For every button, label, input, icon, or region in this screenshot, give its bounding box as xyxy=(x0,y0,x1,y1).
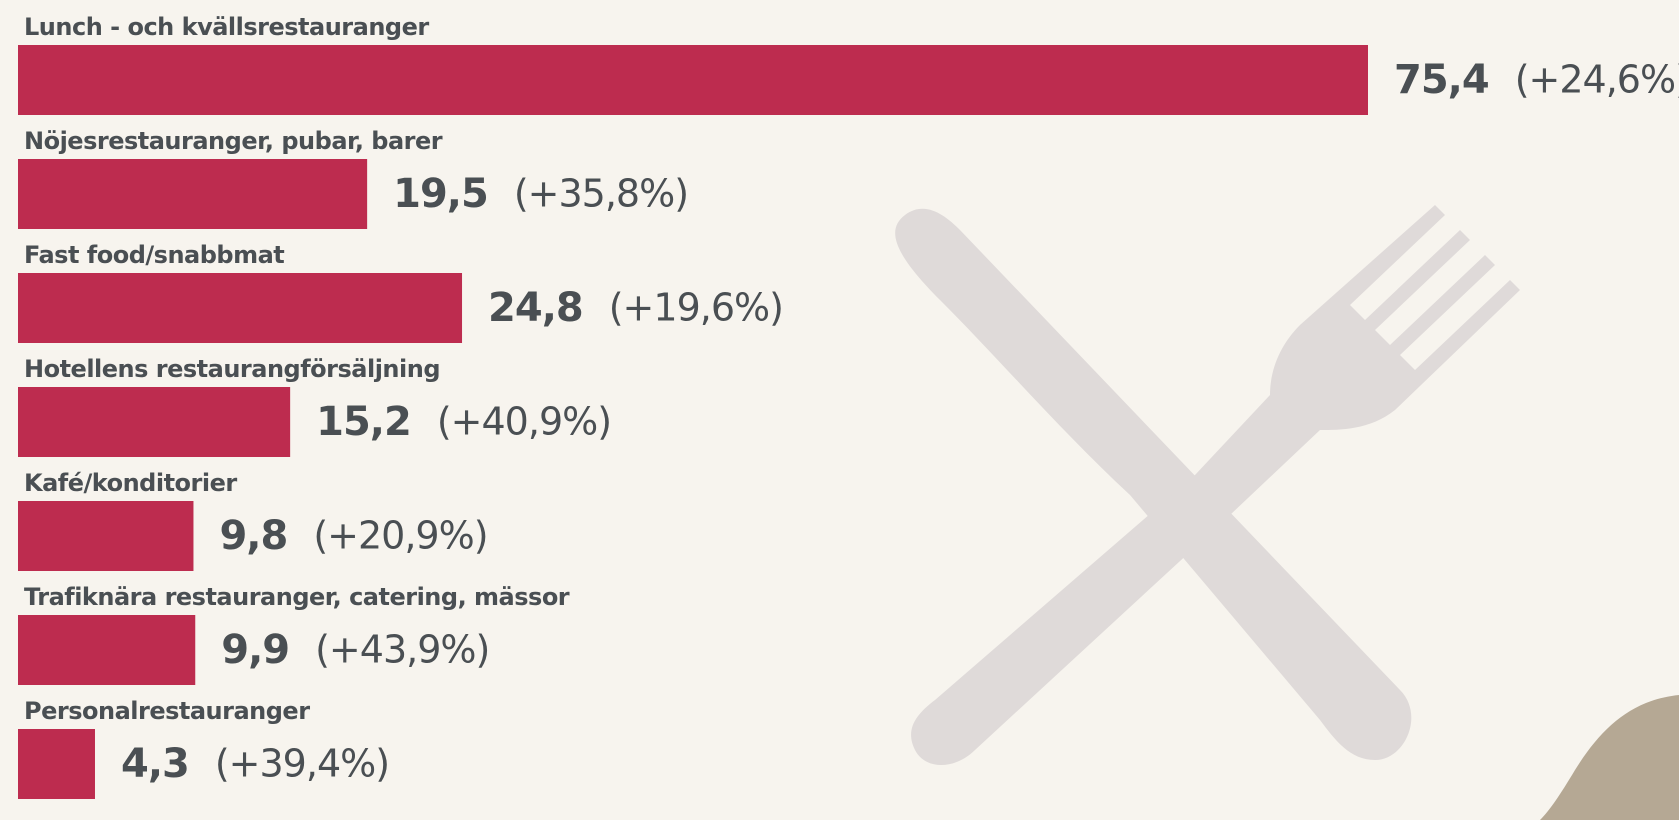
value-label: 9,8 xyxy=(219,513,287,559)
change-label: (+40,9%) xyxy=(437,400,611,444)
category-label: Trafiknära restauranger, catering, mässo… xyxy=(24,583,570,611)
change-label: (+35,8%) xyxy=(514,172,688,216)
value-label: 15,2 xyxy=(316,399,411,445)
bar xyxy=(18,615,195,685)
bar xyxy=(18,501,193,571)
change-label: (+39,4%) xyxy=(215,742,389,786)
category-label: Fast food/snabbmat xyxy=(24,241,284,269)
bar xyxy=(18,45,1368,115)
category-label: Hotellens restaurangförsäljning xyxy=(24,355,440,383)
category-label: Lunch - och kvällsrestauranger xyxy=(24,13,429,41)
bar xyxy=(18,387,290,457)
value-label: 19,5 xyxy=(393,171,488,217)
change-label: (+20,9%) xyxy=(313,514,487,558)
chart: Lunch - och kvällsrestauranger 75,4 (+24,6… xyxy=(0,0,1679,820)
value-label: 24,8 xyxy=(488,285,583,331)
bar xyxy=(18,159,367,229)
change-label: (+19,6%) xyxy=(609,286,783,330)
bar xyxy=(18,273,462,343)
value-label: 4,3 xyxy=(121,741,189,787)
change-label: (+43,9%) xyxy=(315,628,489,672)
value-label: 75,4 xyxy=(1394,57,1489,103)
category-label: Kafé/konditorier xyxy=(24,469,237,497)
category-label: Nöjesrestauranger, pubar, barer xyxy=(24,127,443,155)
change-label: (+24,6%) xyxy=(1515,58,1679,102)
category-label: Personalrestauranger xyxy=(24,697,310,725)
bar xyxy=(18,729,95,799)
value-label: 9,9 xyxy=(221,627,289,673)
